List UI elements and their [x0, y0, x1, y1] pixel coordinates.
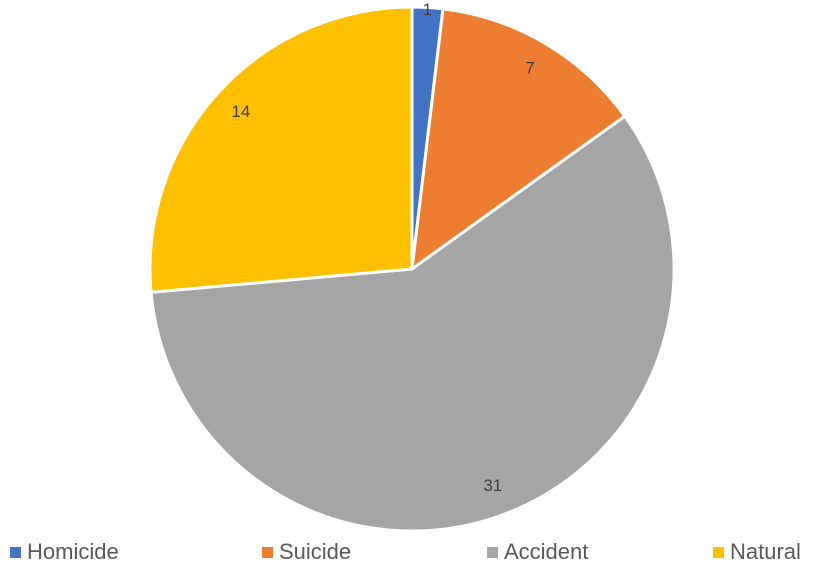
legend-label-suicide: Suicide [279, 539, 352, 564]
data-label-homicide: 1 [423, 0, 432, 19]
legend-item-natural: Natural [713, 537, 801, 567]
data-label-accident: 31 [483, 476, 502, 495]
chart-legend: Homicide Suicide Accident Natural [0, 537, 836, 567]
legend-swatch-homicide [10, 546, 21, 558]
legend-label-homicide: Homicide [27, 539, 119, 564]
legend-item-accident: Accident [487, 537, 588, 567]
pie-plot-area: 1 7 31 14 [148, 0, 676, 533]
legend-swatch-suicide [262, 546, 273, 558]
data-label-suicide: 7 [525, 59, 534, 78]
legend-swatch-natural [713, 546, 724, 558]
pie-slice-accident [149, 114, 676, 533]
pie-slice-suicide [410, 7, 627, 271]
pie-slice-natural [148, 5, 414, 294]
legend-item-homicide: Homicide [10, 537, 119, 567]
legend-label-accident: Accident [504, 539, 589, 564]
legend-item-suicide: Suicide [262, 537, 351, 567]
data-label-natural: 14 [231, 102, 250, 121]
legend-swatch-accident [487, 546, 498, 558]
legend-label-natural: Natural [730, 539, 801, 564]
